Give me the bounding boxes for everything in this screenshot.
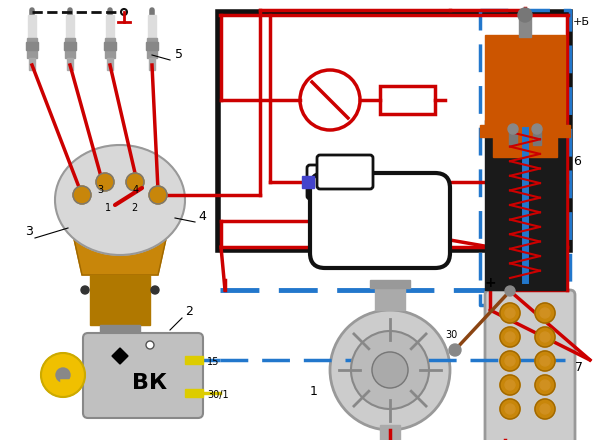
FancyBboxPatch shape xyxy=(310,173,450,268)
FancyBboxPatch shape xyxy=(317,155,373,189)
Bar xyxy=(519,15,531,37)
Text: 2: 2 xyxy=(185,305,193,318)
Circle shape xyxy=(500,327,520,347)
Circle shape xyxy=(518,8,532,22)
Bar xyxy=(90,275,150,325)
Bar xyxy=(380,425,400,440)
Bar xyxy=(27,38,37,58)
Circle shape xyxy=(81,286,89,294)
Circle shape xyxy=(500,399,520,419)
Bar xyxy=(148,15,156,40)
Circle shape xyxy=(330,310,450,430)
Bar xyxy=(106,15,114,40)
Circle shape xyxy=(505,356,515,366)
Circle shape xyxy=(535,327,555,347)
Bar xyxy=(66,15,74,40)
Circle shape xyxy=(540,332,550,342)
Bar xyxy=(375,285,405,310)
Bar xyxy=(107,58,113,70)
Circle shape xyxy=(372,352,408,388)
Text: 1: 1 xyxy=(310,385,318,398)
Text: ВК: ВК xyxy=(133,373,167,393)
Bar xyxy=(65,38,75,58)
Circle shape xyxy=(505,286,515,296)
Circle shape xyxy=(535,399,555,419)
Bar xyxy=(493,137,557,157)
Circle shape xyxy=(505,308,515,318)
Circle shape xyxy=(535,351,555,371)
Bar xyxy=(67,58,73,70)
Text: 6: 6 xyxy=(573,155,581,168)
Circle shape xyxy=(149,186,167,204)
Bar xyxy=(302,176,314,188)
Circle shape xyxy=(500,351,520,371)
Circle shape xyxy=(540,380,550,390)
Bar xyxy=(105,375,135,405)
Bar xyxy=(64,42,76,50)
Text: 15: 15 xyxy=(207,357,220,367)
Bar xyxy=(509,129,517,145)
Circle shape xyxy=(505,404,515,414)
Text: 4: 4 xyxy=(198,210,206,223)
Text: +Б: +Б xyxy=(573,17,590,27)
Bar xyxy=(370,280,410,288)
Circle shape xyxy=(535,375,555,395)
Circle shape xyxy=(500,375,520,395)
Circle shape xyxy=(535,303,555,323)
Circle shape xyxy=(505,332,515,342)
Circle shape xyxy=(540,308,550,318)
FancyBboxPatch shape xyxy=(485,290,575,440)
Text: 7: 7 xyxy=(575,360,583,374)
Circle shape xyxy=(540,404,550,414)
Polygon shape xyxy=(112,348,128,364)
Bar xyxy=(29,58,35,70)
Bar xyxy=(185,356,203,364)
Bar xyxy=(105,38,115,58)
Text: 3: 3 xyxy=(25,225,33,238)
Circle shape xyxy=(96,173,114,191)
Circle shape xyxy=(449,344,461,356)
Bar xyxy=(480,125,570,137)
Bar xyxy=(185,389,203,397)
Bar xyxy=(26,42,38,50)
Bar xyxy=(146,42,158,50)
Bar xyxy=(104,42,116,50)
Ellipse shape xyxy=(55,145,185,255)
Bar xyxy=(380,86,435,114)
Circle shape xyxy=(508,124,518,134)
Circle shape xyxy=(151,286,159,294)
Bar xyxy=(28,15,36,40)
Polygon shape xyxy=(72,230,168,275)
Text: 1: 1 xyxy=(105,203,111,213)
Bar xyxy=(100,325,140,365)
Bar xyxy=(147,38,157,58)
Circle shape xyxy=(56,368,70,382)
Circle shape xyxy=(126,173,144,191)
Bar xyxy=(485,35,565,135)
Text: 4: 4 xyxy=(133,185,139,195)
FancyBboxPatch shape xyxy=(83,333,203,418)
Bar xyxy=(95,360,145,375)
Circle shape xyxy=(121,9,127,15)
Text: 30/1: 30/1 xyxy=(207,390,229,400)
FancyBboxPatch shape xyxy=(307,165,363,199)
Text: +: + xyxy=(485,276,497,290)
Circle shape xyxy=(532,124,542,134)
Text: 5: 5 xyxy=(175,48,183,61)
Circle shape xyxy=(351,331,429,409)
Bar xyxy=(485,120,565,290)
Circle shape xyxy=(500,303,520,323)
Bar xyxy=(218,12,570,250)
Circle shape xyxy=(146,341,154,349)
Bar xyxy=(533,129,541,145)
Circle shape xyxy=(540,356,550,366)
Bar xyxy=(149,58,155,70)
Text: 30: 30 xyxy=(445,330,457,340)
Circle shape xyxy=(505,380,515,390)
Circle shape xyxy=(73,186,91,204)
Text: 3: 3 xyxy=(97,185,103,195)
Text: 2: 2 xyxy=(131,203,137,213)
Circle shape xyxy=(41,353,85,397)
